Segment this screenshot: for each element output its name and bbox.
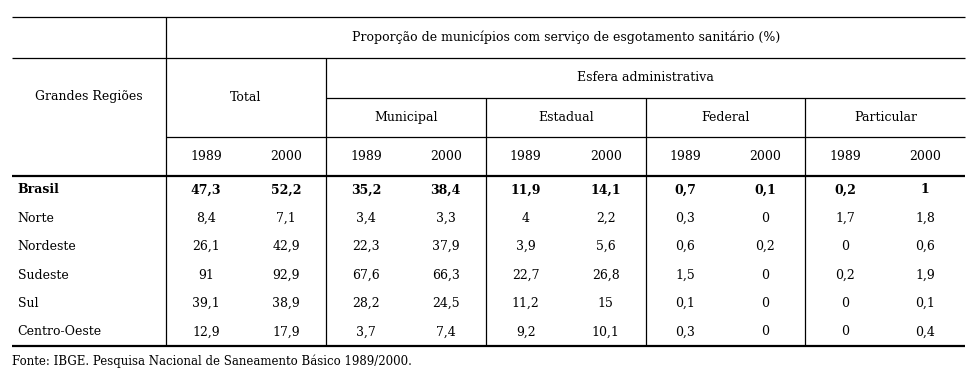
Text: 67,6: 67,6 [352,269,380,282]
Text: Municipal: Municipal [374,111,438,124]
Text: Grandes Regiões: Grandes Regiões [35,90,143,103]
Text: 26,8: 26,8 [592,269,619,282]
Text: 11,9: 11,9 [510,184,541,196]
Text: 8,4: 8,4 [196,212,216,225]
Text: Sul: Sul [18,297,38,310]
Text: 3,9: 3,9 [516,240,535,253]
Text: 35,2: 35,2 [351,184,381,196]
Text: 0,4: 0,4 [915,325,935,338]
Text: 0: 0 [841,240,849,253]
Text: Nordeste: Nordeste [18,240,76,253]
Text: 38,4: 38,4 [431,184,461,196]
Text: 92,9: 92,9 [273,269,300,282]
Text: 0: 0 [761,269,770,282]
Text: 37,9: 37,9 [432,240,459,253]
Text: 3,4: 3,4 [356,212,376,225]
Text: 4: 4 [522,212,530,225]
Text: 1989: 1989 [510,150,541,163]
Text: 52,2: 52,2 [271,184,301,196]
Text: 0,3: 0,3 [676,212,696,225]
Text: 1989: 1989 [350,150,382,163]
Text: Particular: Particular [854,111,916,124]
Text: 47,3: 47,3 [191,184,222,196]
Text: 38,9: 38,9 [272,297,300,310]
Text: 9,2: 9,2 [516,325,535,338]
Text: Sudeste: Sudeste [18,269,68,282]
Text: 28,2: 28,2 [352,297,380,310]
Text: 0: 0 [761,297,770,310]
Text: 0,1: 0,1 [676,297,696,310]
Text: Norte: Norte [18,212,55,225]
Text: 2000: 2000 [270,150,302,163]
Text: 24,5: 24,5 [432,297,459,310]
Text: 0,6: 0,6 [676,240,696,253]
Text: Total: Total [231,91,262,104]
Text: 0: 0 [761,212,770,225]
Text: Federal: Federal [701,111,749,124]
Text: Estadual: Estadual [538,111,593,124]
Text: 66,3: 66,3 [432,269,460,282]
Text: 0: 0 [841,297,849,310]
Text: 2000: 2000 [749,150,782,163]
Text: 0,1: 0,1 [754,184,777,196]
Text: 1,9: 1,9 [915,269,935,282]
Text: 0,6: 0,6 [915,240,935,253]
Text: 10,1: 10,1 [592,325,619,338]
Text: 0,2: 0,2 [834,184,856,196]
Text: Proporção de municípios com serviço de esgotamento sanitário (%): Proporção de municípios com serviço de e… [352,31,780,44]
Text: 1989: 1989 [829,150,862,163]
Text: 0,3: 0,3 [676,325,696,338]
Text: 1,7: 1,7 [835,212,855,225]
Text: 17,9: 17,9 [273,325,300,338]
Text: 5,6: 5,6 [596,240,616,253]
Text: 15: 15 [598,297,614,310]
Text: 12,9: 12,9 [192,325,220,338]
Text: 0: 0 [841,325,849,338]
Text: Esfera administrativa: Esfera administrativa [577,71,714,85]
Text: 91: 91 [198,269,214,282]
Text: 2000: 2000 [430,150,462,163]
Text: 22,3: 22,3 [352,240,380,253]
Text: 0,2: 0,2 [835,269,855,282]
Text: 1989: 1989 [191,150,222,163]
Text: 1989: 1989 [669,150,701,163]
Text: 14,1: 14,1 [590,184,621,196]
Text: 2,2: 2,2 [596,212,616,225]
Text: 3,7: 3,7 [356,325,376,338]
Text: 7,1: 7,1 [276,212,296,225]
Text: 39,1: 39,1 [192,297,220,310]
Text: Brasil: Brasil [18,184,60,196]
Text: 11,2: 11,2 [512,297,539,310]
Text: 7,4: 7,4 [436,325,455,338]
Text: 0,2: 0,2 [755,240,776,253]
Text: 3,3: 3,3 [436,212,455,225]
Text: 22,7: 22,7 [512,269,539,282]
Text: 26,1: 26,1 [192,240,220,253]
Text: 1,5: 1,5 [676,269,696,282]
Text: 0,1: 0,1 [915,297,935,310]
Text: 1,8: 1,8 [915,212,935,225]
Text: 0: 0 [761,325,770,338]
Text: 0,7: 0,7 [675,184,697,196]
Text: 42,9: 42,9 [273,240,300,253]
Text: Centro-Oeste: Centro-Oeste [18,325,102,338]
Text: 1: 1 [921,184,930,196]
Text: 2000: 2000 [590,150,621,163]
Text: 2000: 2000 [910,150,941,163]
Text: Fonte: IBGE. Pesquisa Nacional de Saneamento Básico 1989/2000.: Fonte: IBGE. Pesquisa Nacional de Saneam… [12,355,411,368]
